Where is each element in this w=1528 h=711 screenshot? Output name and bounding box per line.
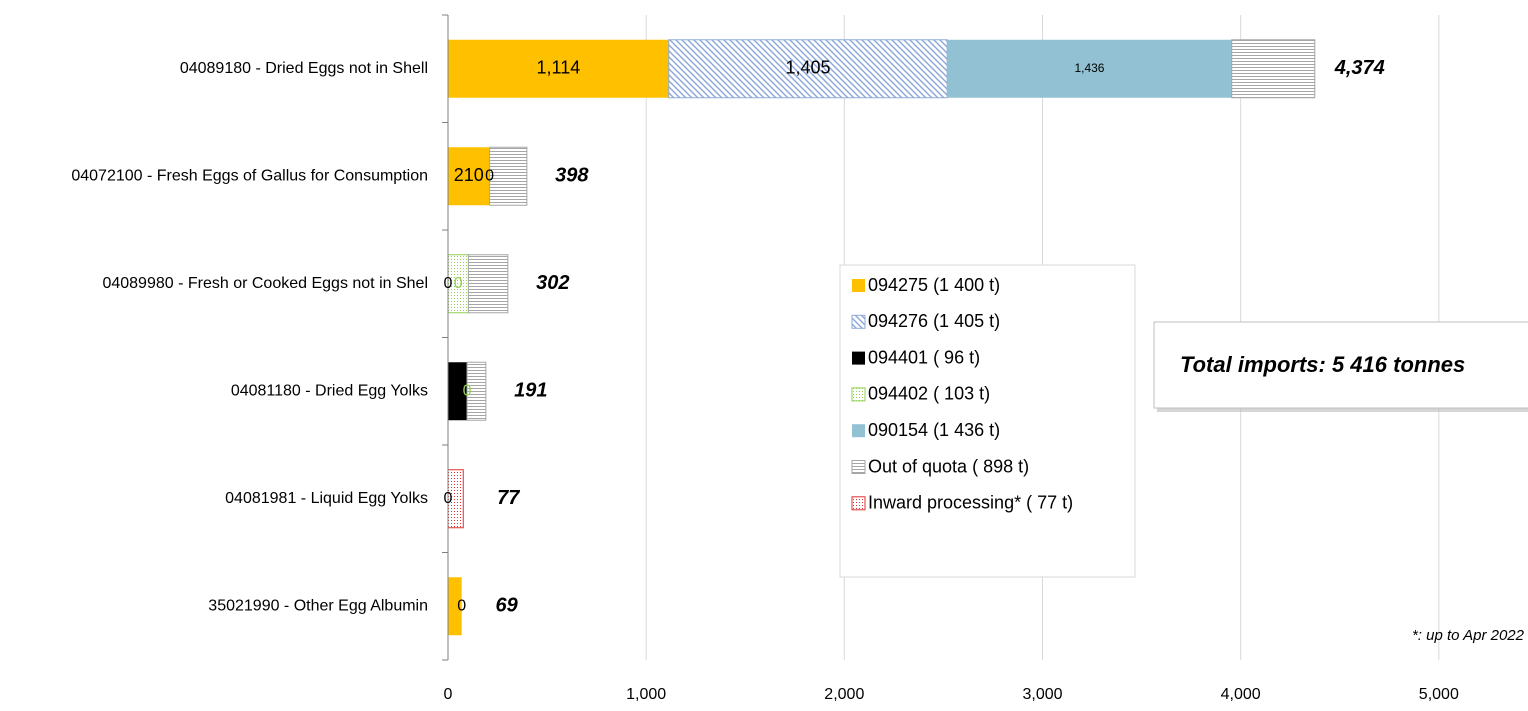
legend-swatch [852,279,865,292]
bar [466,361,487,421]
y-tick-label: 04081180 - Dried Egg Yolks [231,382,428,399]
legend-label: 090154 (1 436 t) [868,420,1000,440]
footnote: *: up to Apr 2022 [1412,627,1525,644]
total-label: 191 [514,380,547,402]
x-tick-label: 0 [444,686,453,703]
annotation: Total imports: 5 416 tonnes [1180,352,1465,377]
data-label: 0 [444,490,453,507]
data-label: 0 [454,275,463,292]
x-tick-label: 3,000 [1022,686,1062,703]
y-tick-label: 04081981 - Liquid Egg Yolks [225,490,428,507]
legend-label: 094275 (1 400 t) [868,275,1000,295]
legend-label: Inward processing* ( 77 t) [868,493,1073,513]
data-label: 0 [463,382,472,399]
data-label: 96 [449,382,467,399]
legend-box [839,264,1136,578]
bar [448,147,490,206]
y-tick-label: 04089980 - Fresh or Cooked Eggs not in S… [102,275,428,292]
legend-swatch [851,387,866,402]
legend-swatch [851,460,866,474]
data-label: 1,436 [1074,61,1104,75]
legend-swatch [851,496,866,511]
legend-label: 094276 (1 405 t) [868,311,1000,331]
total-label: 398 [555,165,589,187]
legend-swatch [852,351,865,365]
bar [668,39,948,99]
data-label: 1,114 [537,58,581,78]
bar [467,254,509,314]
legend-label: Out of quota ( 898 t) [868,456,1029,476]
y-tick-label: 04072100 - Fresh Eggs of Gallus for Cons… [71,167,428,184]
data-label: 1,405 [785,58,830,78]
legend-label: 094402 ( 103 t) [868,384,990,404]
data-label: 0 [444,275,453,292]
x-tick-label: 4,000 [1221,686,1261,703]
bar [448,362,468,421]
y-tick-label: 04089180 - Dried Eggs not in Shell [180,60,428,77]
legend-swatch [851,314,866,329]
x-tick-label: 1,000 [626,686,666,703]
total-label: 77 [497,487,520,509]
total-label: 4,374 [1334,57,1385,79]
y-tick-label: 35021990 - Other Egg Albumin [208,597,428,614]
x-tick-label: 2,000 [824,686,864,703]
legend-label: 094401 ( 96 t) [868,347,980,367]
bar [1231,39,1316,99]
data-label: 0 [457,597,466,614]
legend-swatch [852,424,865,438]
data-label: 210 [454,165,484,185]
bar [947,39,1232,98]
annotation-box [1153,321,1528,409]
bar [448,39,669,98]
total-label: 302 [536,272,569,294]
bar [448,577,462,636]
total-label: 69 [496,595,519,617]
x-tick-label: 5,000 [1419,686,1459,703]
data-label: 0 [485,167,494,184]
bar [489,146,528,206]
